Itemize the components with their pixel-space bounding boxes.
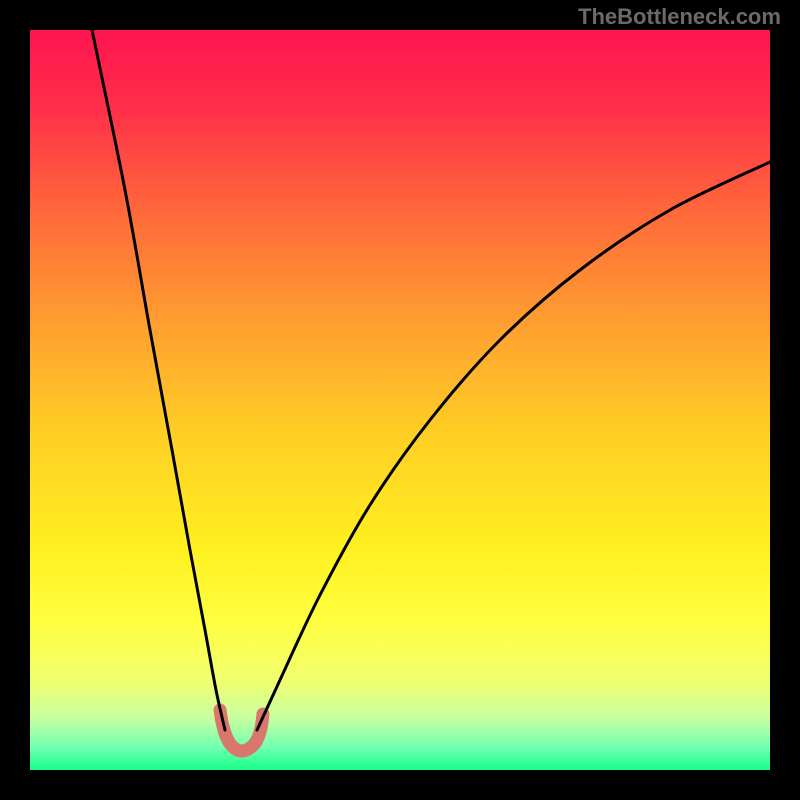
plot-area	[30, 30, 770, 770]
attribution-text: TheBottleneck.com	[578, 4, 781, 30]
curve-layer	[30, 30, 770, 770]
bottleneck-curve-right	[257, 162, 770, 730]
chart-frame: TheBottleneck.com	[0, 0, 800, 800]
bottleneck-curve-left	[92, 30, 225, 730]
